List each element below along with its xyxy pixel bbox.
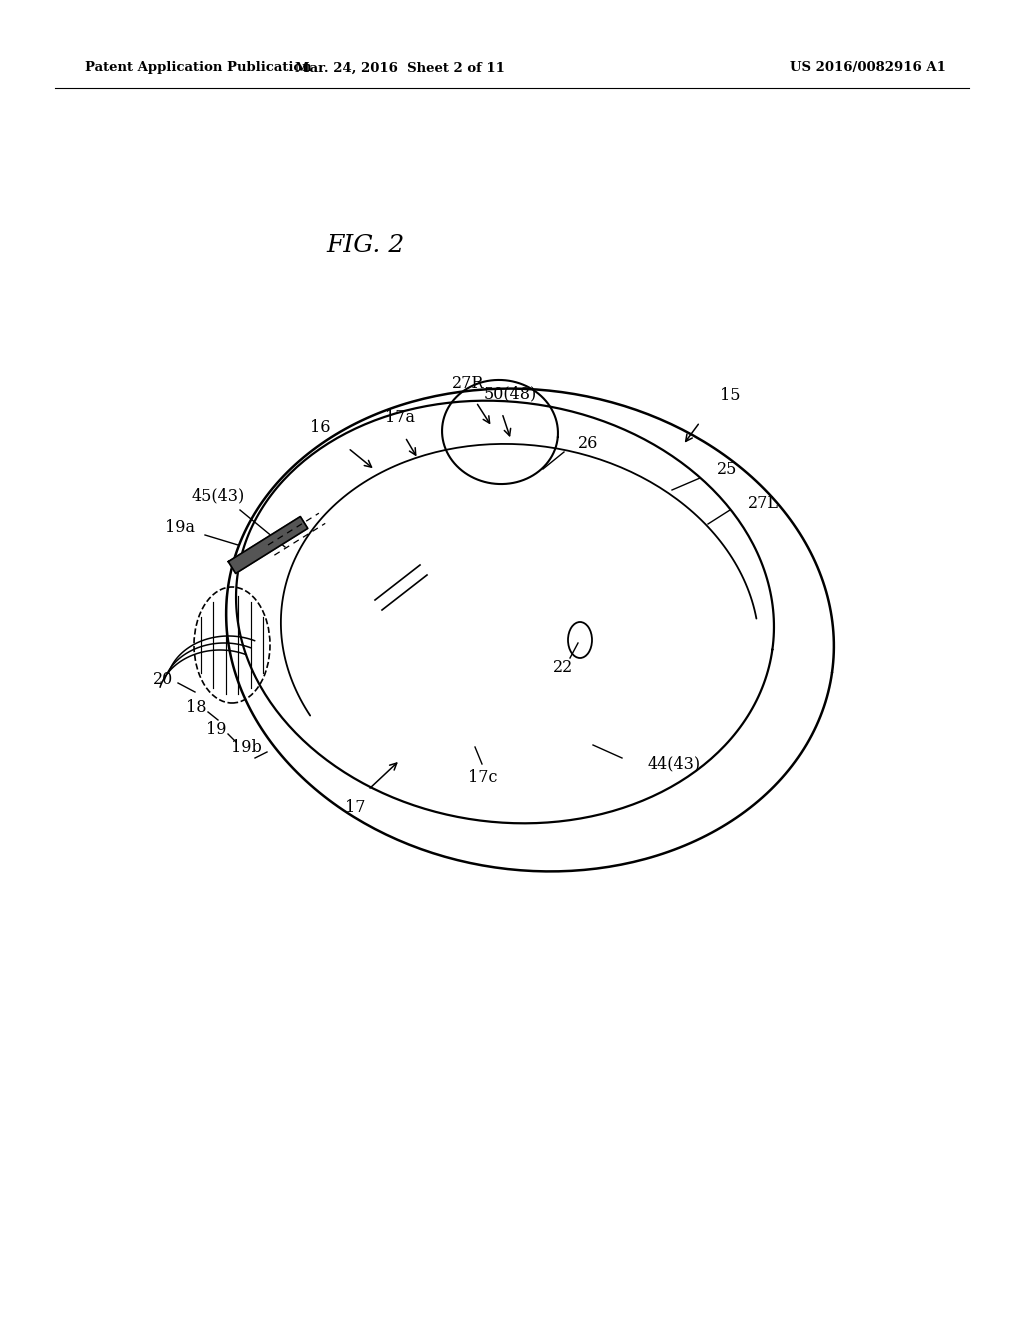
Text: 19a: 19a [165, 520, 195, 536]
Text: 45(43): 45(43) [191, 487, 245, 504]
Polygon shape [228, 516, 308, 573]
Text: 27R: 27R [452, 375, 484, 392]
Text: 44(43): 44(43) [648, 755, 701, 772]
Text: FIG. 2: FIG. 2 [326, 234, 404, 256]
Text: 20: 20 [153, 672, 173, 689]
Text: US 2016/0082916 A1: US 2016/0082916 A1 [790, 62, 946, 74]
Text: 16: 16 [309, 420, 331, 437]
Text: Patent Application Publication: Patent Application Publication [85, 62, 311, 74]
Text: 17: 17 [345, 800, 366, 817]
Text: 26: 26 [578, 434, 598, 451]
Text: 50(48): 50(48) [483, 385, 537, 403]
Text: 27L: 27L [748, 495, 779, 511]
Text: 18: 18 [185, 700, 206, 717]
Text: 19b: 19b [230, 739, 261, 756]
Text: 17c: 17c [468, 770, 498, 787]
Text: 25: 25 [717, 462, 737, 479]
Text: 15: 15 [720, 388, 740, 404]
Text: 17a: 17a [385, 409, 415, 426]
Text: 19: 19 [206, 722, 226, 738]
Text: 22: 22 [553, 660, 573, 676]
Text: Mar. 24, 2016  Sheet 2 of 11: Mar. 24, 2016 Sheet 2 of 11 [295, 62, 505, 74]
